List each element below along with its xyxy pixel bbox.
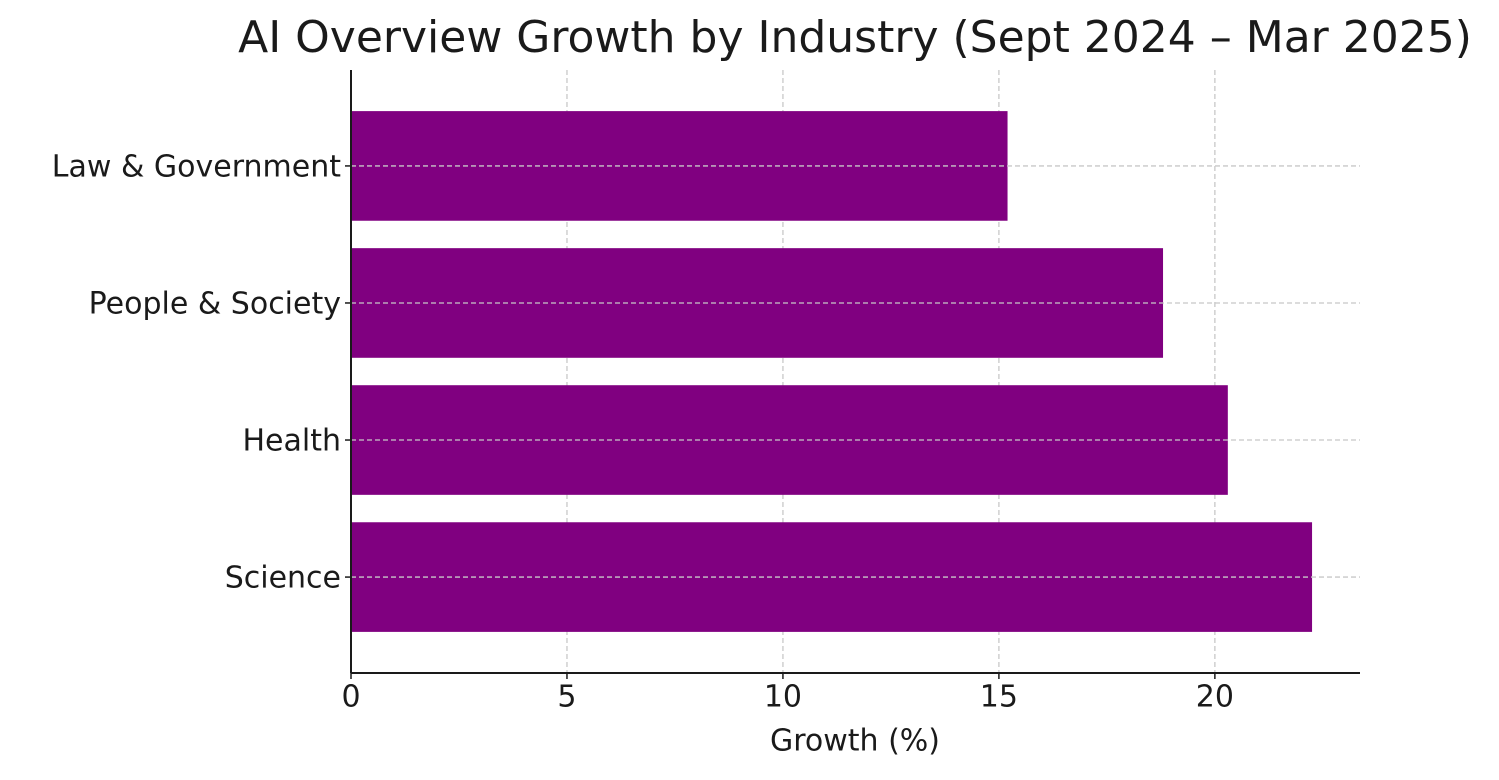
x-tick-label: 15 [980, 680, 1018, 715]
x-tick-label: 0 [341, 680, 360, 715]
x-tick-label: 20 [1196, 680, 1234, 715]
y-tick-label: People & Society [89, 286, 341, 321]
x-tick-label: 10 [764, 680, 802, 715]
x-tick-label: 5 [557, 680, 576, 715]
chart-title: AI Overview Growth by Industry (Sept 202… [238, 12, 1472, 63]
y-tick-label: Health [242, 424, 341, 459]
x-axis-label: Growth (%) [770, 724, 940, 759]
y-tick-label: Science [225, 561, 341, 596]
y-tick-label: Law & Government [52, 149, 341, 184]
